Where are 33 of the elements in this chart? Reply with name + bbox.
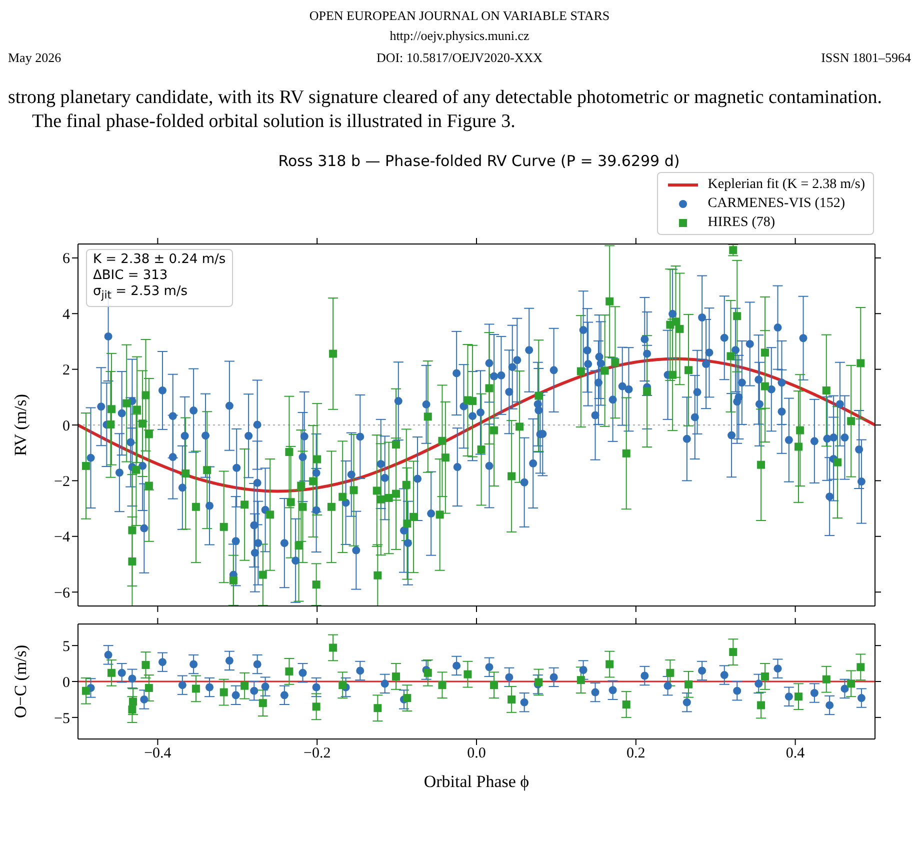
y-tick-label: −5 [54, 710, 70, 727]
annotation: σ$_{jit}$ = 2.53 m/s [93, 284, 189, 304]
text: The final phase-folded orbital solution is illustrated in Figure 3. [31, 110, 516, 134]
legend-label: Keplerian fit (K = 2.38 m/s) [708, 176, 865, 192]
y-tick-label: −4 [54, 530, 70, 546]
y-tick-label: 2 [62, 362, 70, 379]
y-tick-label: 5 [62, 638, 70, 655]
text: ISSN 1801–5964 [821, 50, 911, 66]
text-box: K = 2.38 ± 0.24 m/s ΔBIC = 313 σ$_{jit}$ = 2.53 m/s [86, 249, 233, 307]
legend-label: CARMENES-VIS (152) [708, 196, 846, 212]
text: strong planetary candidate, with its RV signature cleared of any detectable photometric or magnetic contamination. [8, 86, 883, 110]
annotation: K = 2.38 ± 0.24 m/s [93, 252, 226, 268]
y-tick-label: 6 [62, 251, 70, 268]
text: DOI: 10.5817/OEJV2020-XXX [376, 50, 543, 65]
x-tick-label: 0.2 [626, 746, 646, 762]
chart-title: Ross 318 b — Phase-folded RV Curve (P = 39.6299 d) [277, 152, 681, 170]
text: May 2026 [8, 50, 62, 66]
x-tick-label: 0.4 [786, 746, 806, 762]
x-tick-label: 0.0 [467, 746, 486, 762]
text: http://oejv.physics.muni.cz [388, 28, 530, 44]
legend-label: HIRES (78) [708, 214, 776, 230]
x-tick-label: −0.4 [144, 746, 172, 762]
y-tick-label: −6 [54, 585, 70, 602]
text: OPEN EUROPEAN JOURNAL ON VARIABLE STARS [308, 8, 611, 24]
y-tick-label: 4 [62, 306, 70, 323]
x-axis-title: Orbital Phase ϕ [424, 772, 530, 792]
y-tick-label: 0 [62, 674, 70, 691]
y-tick-label: −2 [54, 474, 70, 490]
x-tick-label: −0.2 [303, 746, 331, 762]
annotation: ΔBIC = 313 [93, 268, 169, 284]
y-axis-title: O−C (m/s) [11, 644, 30, 718]
y-axis-title: RV (m/s) [11, 394, 30, 456]
y-tick-label: 0 [62, 418, 70, 434]
